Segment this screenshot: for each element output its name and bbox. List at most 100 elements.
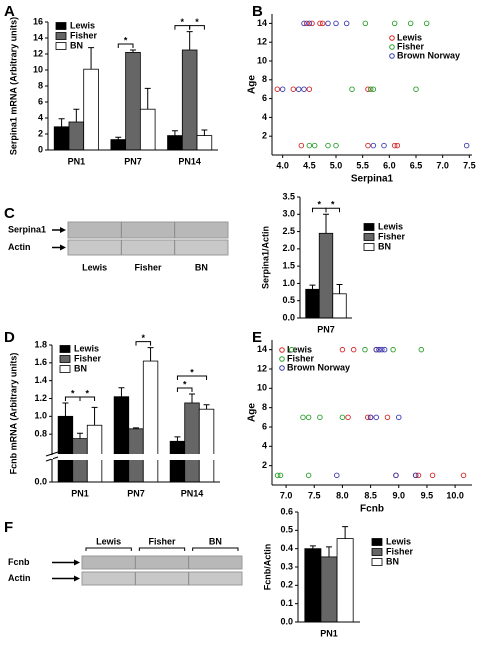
- y-axis-label: Age: [247, 75, 258, 94]
- significance-bracket: [79, 396, 96, 401]
- x-tick-label: 4.5: [303, 160, 316, 170]
- significance-mark: *: [181, 17, 185, 27]
- point: [365, 86, 371, 92]
- x-tick-label: 6.5: [410, 160, 423, 170]
- point: [370, 86, 377, 92]
- point: [333, 20, 339, 27]
- error-bar: [58, 118, 65, 127]
- y-tick-label: 0.5: [280, 525, 293, 535]
- bar: [196, 135, 213, 151]
- lane-label: Lewis: [96, 536, 121, 546]
- blot-band: [81, 571, 243, 586]
- point: [390, 346, 396, 353]
- y-tick-label: 2: [262, 460, 267, 470]
- x-axis-label: Serpina1: [351, 174, 394, 185]
- significance-bracket: [135, 341, 152, 346]
- y-tick-label: 1.2: [34, 393, 47, 403]
- legend-label: Fisher: [378, 231, 406, 241]
- legend-swatch: [55, 42, 67, 50]
- x-tick-label: 8.0: [336, 490, 349, 500]
- point: [373, 414, 379, 421]
- y-tick-label: 6: [262, 93, 267, 103]
- point: [379, 346, 385, 353]
- point: [384, 414, 391, 421]
- x-tick-label: 10.0: [446, 490, 464, 500]
- y-tick-label: 1.0: [34, 411, 47, 421]
- bar: [332, 293, 347, 319]
- legend-marker: [389, 44, 395, 50]
- bar: [142, 360, 159, 483]
- bar: [305, 288, 320, 319]
- point: [381, 142, 387, 149]
- x-tick-label: 7.5: [308, 490, 321, 500]
- point: [394, 142, 401, 149]
- point: [393, 472, 399, 479]
- legend-marker: [279, 365, 285, 371]
- y-tick-label: 0.5: [282, 295, 295, 305]
- point: [418, 346, 425, 353]
- point: [396, 414, 402, 421]
- significance-bracket: [189, 25, 205, 30]
- error-bar: [77, 432, 83, 439]
- legend-label: BN: [74, 363, 87, 373]
- lane-bracket: [138, 547, 186, 551]
- point: [305, 414, 312, 421]
- bar: [304, 548, 322, 623]
- point: [319, 20, 326, 27]
- point: [391, 142, 398, 149]
- y-tick-label: 12: [257, 37, 267, 47]
- significance-bracket: [176, 375, 208, 381]
- error-bar: [323, 213, 329, 234]
- point: [391, 20, 398, 27]
- point: [413, 86, 419, 92]
- legend-marker: [279, 347, 285, 353]
- point: [370, 142, 377, 149]
- y-tick-label: 10: [257, 55, 267, 65]
- point: [415, 472, 422, 479]
- legend-marker: [279, 356, 285, 362]
- legend-label: Brown Norway: [287, 362, 350, 372]
- point: [365, 414, 371, 421]
- arrow-head: [74, 575, 80, 582]
- blot-row-label: Actin: [8, 573, 31, 583]
- y-tick-label: 14: [257, 18, 267, 28]
- y-tick-label: 1.4: [34, 375, 47, 385]
- error-bar: [144, 87, 151, 110]
- error-bar: [336, 283, 343, 294]
- significance-mark: *: [183, 379, 187, 389]
- y-tick-label: 2: [262, 131, 267, 141]
- bar: [68, 121, 85, 151]
- y-tick-label: 10: [257, 383, 267, 393]
- y-tick-label: 1.0: [282, 278, 295, 288]
- point: [407, 20, 414, 27]
- x-tick-label: 9.5: [421, 490, 434, 500]
- point: [274, 472, 281, 479]
- x-tick-label: 6.0: [383, 160, 396, 170]
- legend-swatch: [59, 345, 71, 353]
- y-tick-label: 0.8: [34, 429, 47, 439]
- bar: [184, 402, 200, 483]
- y-tick-label: 1.6: [34, 357, 47, 367]
- legend-swatch: [371, 538, 383, 546]
- x-tick-label: 7.5: [463, 160, 476, 170]
- y-tick-label: 3.5: [282, 191, 295, 201]
- point: [376, 346, 382, 353]
- bar: [113, 396, 130, 483]
- point: [423, 20, 430, 27]
- y-tick-label: 0.0: [34, 476, 47, 486]
- bar: [167, 135, 183, 151]
- point: [334, 472, 340, 479]
- error-bar: [171, 130, 178, 136]
- lane-bracket: [85, 547, 132, 551]
- point: [300, 414, 306, 421]
- x-tick-label: PN14: [178, 156, 201, 166]
- point: [305, 472, 312, 479]
- point: [325, 142, 331, 149]
- legend-swatch: [55, 22, 67, 30]
- legend-swatch: [371, 548, 383, 556]
- y-tick-label: 0.2: [280, 580, 293, 590]
- point: [362, 346, 368, 353]
- y-tick-label: 6: [38, 96, 43, 106]
- point: [362, 20, 369, 27]
- bar: [320, 556, 338, 623]
